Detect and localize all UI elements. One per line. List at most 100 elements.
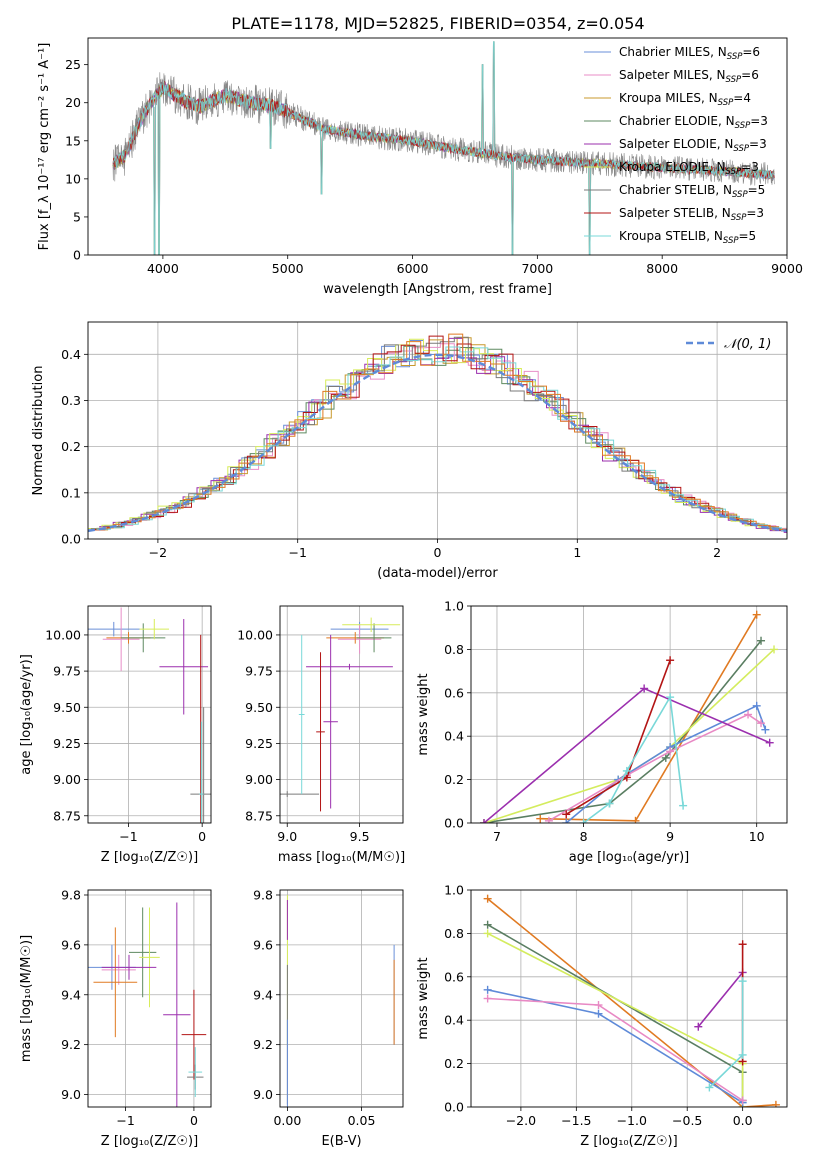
weight-series [562,656,675,819]
x-tick-label: 0 [434,545,442,560]
series-marker [738,977,747,986]
series-marker [631,816,640,823]
series-marker [544,816,553,823]
error-bar-point [139,619,170,640]
y-axis-label: age [log₁₀(age/yr)] [19,654,34,775]
series-marker [562,810,571,819]
panel-weight_vs_Z: −2.0 −1.5 −1.0 −0.5 0.0 0.0 0.2 0.4 0.6 0.8 1.0 Z [… [416,883,788,1149]
y-axis-label: Normed distribution [31,366,46,496]
series-marker [622,766,631,775]
plot-frame [279,889,404,1108]
y-tick-label: 9.00 [245,772,273,787]
x-tick-label: 7000 [521,261,553,276]
x-tick-label: 7 [493,829,501,844]
plot-frame [87,37,788,256]
series-marker [605,799,614,808]
y-tick-label: 9.0 [61,1087,81,1102]
series-line [487,924,744,1101]
x-tick-label: 8 [580,829,588,844]
plot-frame [87,321,788,540]
plot-area [280,890,403,1107]
error-bar-point [129,907,157,998]
series-marker [705,1083,714,1092]
y-tick-label: 9.50 [245,700,273,715]
error-bar-point [188,1047,203,1098]
panel-weight_vs_age: 7 8 9 10 0.0 0.2 0.4 0.6 0.8 1.0 age [log₁₀(age/yr… [416,599,788,865]
x-tick-label: 0 [198,829,206,844]
series-marker [483,894,492,903]
weight-series [479,684,774,823]
weight-series [479,636,766,823]
error-bar-point [139,907,160,1008]
panel-spectrum: 4000 5000 6000 7000 8000 9000 0 5 10 15 20 25 wavele… [37,37,803,297]
error-bar-point [298,634,305,795]
y-tick-label: 0.2 [444,772,464,787]
weight-series [536,610,761,823]
y-tick-label: 8.75 [245,808,273,823]
plot-area [280,606,403,823]
plot-area [88,322,787,539]
series-marker [770,645,779,654]
error-bar-point [356,623,392,653]
weight-series [483,985,747,1107]
series-line [708,981,744,1089]
y-tick-label: 0.6 [444,685,464,700]
x-axis-label: Z [log₁₀(Z/Z☉)] [101,850,198,865]
x-tick-label: 10 [749,829,765,844]
legend-entry: Chabrier STELIB, NSSP=5 [619,183,765,200]
y-tick-label: 9.75 [245,664,273,679]
x-tick-label: 9.0 [277,829,297,844]
x-tick-label: 9.5 [350,829,370,844]
plot-area [471,890,787,1107]
error-bar-point [316,652,325,812]
series-marker [640,684,649,693]
weight-series [579,693,688,823]
series-marker [757,719,766,728]
series-marker [483,920,492,929]
plot-area [88,606,211,823]
series-marker [666,693,675,702]
series-marker [483,929,492,938]
x-axis-label: Z [log₁₀(Z/Z☉)] [580,1134,677,1149]
y-tick-label: 9.2 [61,1037,81,1052]
error-bar-point [163,902,191,1107]
y-tick-label: 10.00 [45,627,81,642]
legend-entry: Kroupa MILES, NSSP=4 [619,91,751,108]
series-marker [479,819,488,823]
y-tick-label: 0.3 [61,393,81,408]
legend-entry: Chabrier ELODIE, NSSP=3 [619,114,768,131]
x-axis-label: Z [log₁₀(Z/Z☉)] [101,1134,198,1149]
x-axis-label: wavelength [Angstrom, rest frame] [323,282,552,297]
x-tick-label: 9000 [771,261,803,276]
y-tick-label: 0.2 [444,1056,464,1071]
legend-entry: Salpeter ELODIE, NSSP=3 [619,137,767,154]
x-tick-label: 4000 [147,261,179,276]
y-tick-label: 25 [65,57,81,72]
plot-area [471,606,787,823]
x-tick-label: 0 [190,1113,198,1128]
series-line [487,989,744,1104]
y-axis-label: mass weight [416,673,431,755]
series-line [487,898,776,1107]
x-axis-label: E(B-V) [321,1134,361,1149]
y-tick-label: 9.75 [53,664,81,679]
y-tick-label: 0.0 [444,816,464,831]
panel-residuals: −2 −1 0 1 2 0.0 0.1 0.2 0.3 0.4 (data-model)/error… [31,321,788,581]
weight-series [562,701,770,823]
plot-frame [87,605,212,824]
series-marker [765,738,774,747]
series-marker [661,753,670,762]
y-tick-label: 9.00 [53,772,81,787]
y-tick-label: 5 [73,209,81,224]
plot-frame [470,889,788,1108]
x-tick-label: −2.0 [506,1113,536,1128]
series-marker [738,940,747,949]
y-tick-label: 8.75 [53,808,81,823]
x-tick-label: −1.5 [561,1113,591,1128]
x-axis-label: (data-model)/error [377,566,498,581]
y-tick-label: 0.0 [61,532,81,547]
series-marker [738,1096,747,1105]
plot-area [112,41,775,255]
series-marker [594,1001,603,1010]
x-tick-label: −2 [149,545,167,560]
